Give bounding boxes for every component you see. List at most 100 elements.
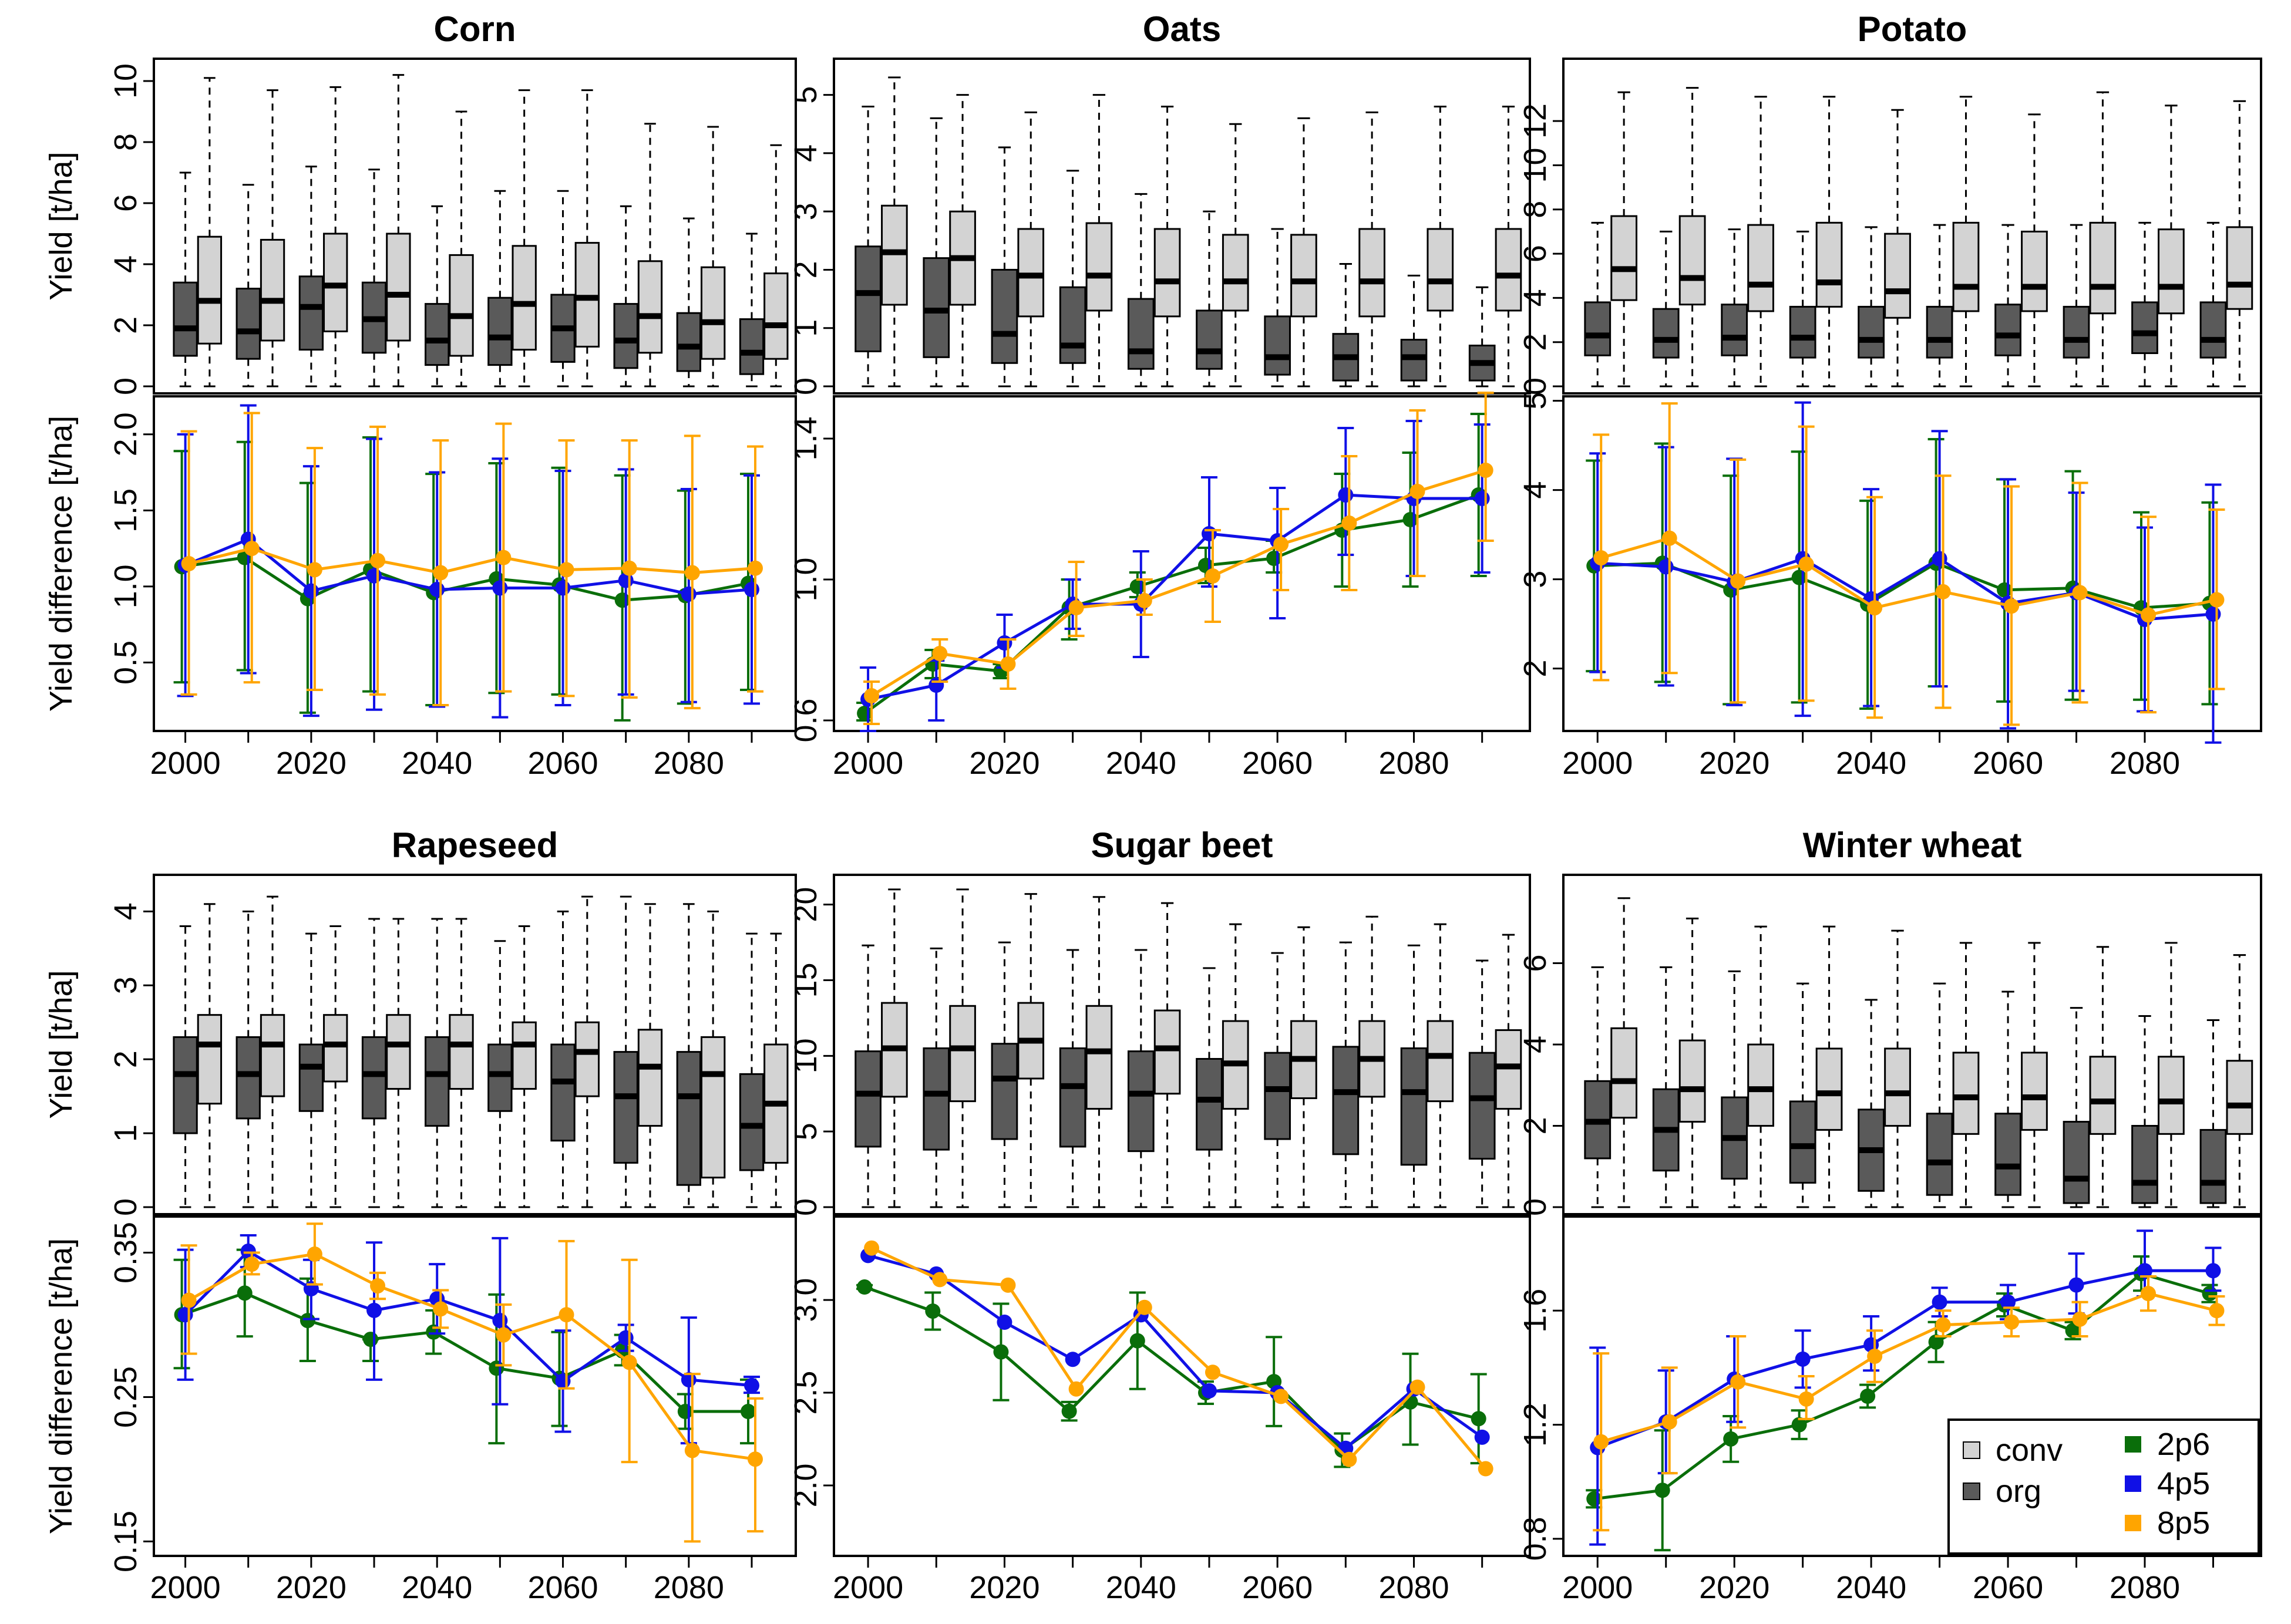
data-point [1273, 537, 1289, 552]
box-iqr [550, 1043, 576, 1142]
data-point [1798, 556, 1814, 572]
conv-box [1153, 902, 1181, 1208]
conv-box [949, 94, 976, 388]
data-point [496, 1327, 512, 1343]
box-panel-frame [153, 874, 797, 1215]
box-iqr [855, 1050, 882, 1148]
box-ytick-label: 0 [788, 1198, 823, 1216]
data-point [1935, 1317, 1951, 1333]
series-line [1600, 1292, 2218, 1444]
org-box [739, 233, 765, 388]
data-point [744, 582, 759, 598]
series-line [867, 1254, 1483, 1451]
series-line [867, 493, 1482, 701]
data-point [429, 582, 445, 598]
box-ytick-label: 0 [788, 378, 823, 395]
box-ytick-label: 2 [108, 316, 143, 334]
series-line [870, 469, 1486, 698]
org-box [173, 171, 198, 388]
diff-ytick-label: 0.8 [1518, 1517, 1553, 1561]
diff-panel-frame [1562, 395, 2262, 732]
box-iqr [298, 1043, 324, 1112]
box-ytick-label: 8 [1518, 201, 1553, 218]
box-iqr [1290, 234, 1317, 318]
box-iqr [236, 288, 261, 360]
conv-box [763, 932, 789, 1208]
legend-swatch [1963, 1441, 1980, 1459]
conv-box [1495, 105, 1522, 388]
legend-label: 4p5 [2157, 1466, 2210, 1501]
conv-box [1747, 96, 1774, 388]
box-iqr [1427, 228, 1454, 312]
box-iqr [1952, 221, 1980, 312]
box-ytick-label: 4 [108, 902, 143, 920]
org-box [1858, 999, 1885, 1208]
data-point [747, 1451, 763, 1467]
xtick-label: 2060 [1973, 746, 2043, 781]
xtick-label: 2040 [402, 746, 472, 781]
data-point [366, 568, 382, 584]
data-point [1129, 579, 1145, 594]
series-4p5 [177, 1234, 760, 1445]
data-point [677, 1404, 693, 1420]
xtick-label: 2020 [276, 746, 346, 781]
panel-sugar-beet: Sugar beet 0 5 10 15 20 2.0 2.5 3.0 2000 2020 2040 2… [788, 826, 1531, 1605]
org-box [425, 205, 450, 388]
conv-box [1427, 105, 1454, 388]
series-line [188, 547, 756, 575]
org-box [1789, 982, 1816, 1208]
box-iqr [1652, 308, 1680, 359]
box-iqr [1610, 1027, 1638, 1119]
data-point [555, 580, 571, 596]
conv-box [949, 888, 976, 1208]
data-point [2137, 1263, 2152, 1279]
data-point [1338, 487, 1354, 503]
conv-box [1678, 87, 1706, 388]
org-box [613, 205, 638, 388]
box-iqr [512, 1021, 537, 1090]
box-iqr [2131, 1125, 2158, 1204]
box-iqr [2021, 230, 2048, 312]
box-ytick-label: 20 [788, 887, 823, 922]
box-iqr [1400, 1047, 1428, 1166]
xtick-label: 2020 [276, 1570, 346, 1605]
xtick-label: 2000 [150, 746, 221, 781]
conv-box [1153, 105, 1181, 388]
org-box [1721, 228, 1748, 388]
series-8p5 [863, 392, 1494, 725]
diff-panel-frame [153, 1215, 797, 1557]
data-point [1935, 584, 1951, 599]
conv-box [1610, 897, 1638, 1208]
data-point [496, 550, 512, 565]
org-box [1926, 224, 1953, 388]
series-line [864, 1285, 1479, 1453]
box-iqr [739, 318, 765, 375]
series-line [1594, 561, 2210, 609]
diff-ytick-label: 1.2 [1518, 1403, 1553, 1447]
series-8p5 [1593, 402, 2225, 726]
org-box [2199, 1019, 2227, 1208]
org-box [173, 925, 198, 1208]
data-point [857, 706, 873, 721]
box-iqr [1153, 228, 1181, 318]
data-point [1860, 1389, 1876, 1404]
diff-ytick-label: 4 [1518, 481, 1553, 499]
panel-potato: Potato 0 2 4 6 8 10 12 2 3 4 5 2000 2020 2040 2060 2080 [1518, 9, 2262, 781]
box-iqr [425, 303, 450, 366]
org-box [923, 117, 950, 388]
conv-box [2021, 942, 2048, 1208]
conv-box [1358, 915, 1385, 1208]
legend-frame [1947, 1419, 2260, 1555]
conv-box [2226, 954, 2253, 1208]
org-box [2131, 1015, 2158, 1208]
series-8p5 [180, 1222, 763, 1543]
data-point [307, 562, 322, 578]
series-line [1597, 557, 2213, 621]
box-iqr [1789, 305, 1816, 359]
series-line [871, 1246, 1487, 1470]
box-iqr [298, 275, 324, 351]
box-iqr [2021, 1052, 2048, 1131]
box-iqr [173, 281, 198, 357]
box-iqr [260, 1014, 285, 1097]
